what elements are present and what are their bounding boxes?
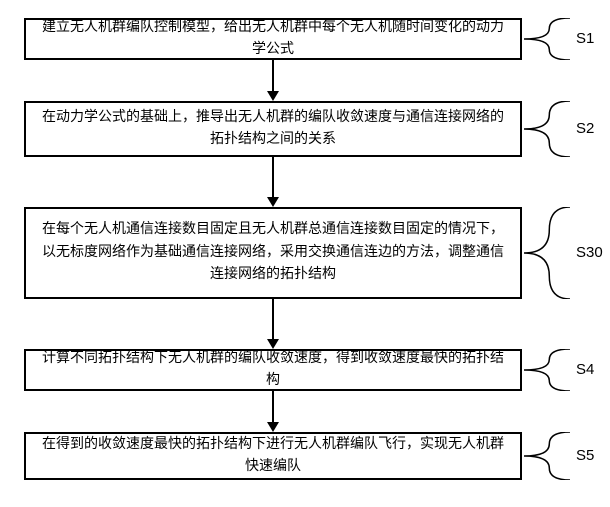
arrow-head-1: [267, 197, 279, 207]
arrow-line-2: [272, 299, 274, 339]
brace-connector: [524, 349, 570, 391]
step-box-s1: 建立无人机群编队控制模型，给出无人机群中每个无人机随时间变化的动力学公式: [24, 18, 522, 60]
arrow-line-1: [272, 157, 274, 197]
flowchart-canvas: 建立无人机群编队控制模型，给出无人机群中每个无人机随时间变化的动力学公式 S1 在动…: [0, 0, 610, 507]
brace-connector: [524, 432, 570, 480]
step-box-s2: 在动力学公式的基础上，推导出无人机群的编队收敛速度与通信连接网络的拓扑结构之间的…: [24, 101, 522, 157]
step-label-s4: S4: [576, 361, 594, 378]
arrow-head-3: [267, 422, 279, 432]
arrow-head-0: [267, 91, 279, 101]
brace-connector: [524, 207, 570, 299]
arrow-head-2: [267, 339, 279, 349]
step-box-s4: 计算不同拓扑结构下无人机群的编队收敛速度，得到收敛速度最快的拓扑结构: [24, 349, 522, 391]
step-label-s30: S30: [576, 244, 603, 261]
step-label-s1: S1: [576, 30, 594, 47]
step-label-s5: S5: [576, 447, 594, 464]
step-box-s5: 在得到的收敛速度最快的拓扑结构下进行无人机群编队飞行，实现无人机群快速编队: [24, 432, 522, 480]
arrow-line-0: [272, 60, 274, 91]
arrow-line-3: [272, 391, 274, 422]
step-label-s2: S2: [576, 120, 594, 137]
brace-connector: [524, 18, 570, 60]
step-box-s30: 在每个无人机通信连接数目固定且无人机群总通信连接数目固定的情况下，以无标度网络作…: [24, 207, 522, 299]
brace-connector: [524, 101, 570, 157]
